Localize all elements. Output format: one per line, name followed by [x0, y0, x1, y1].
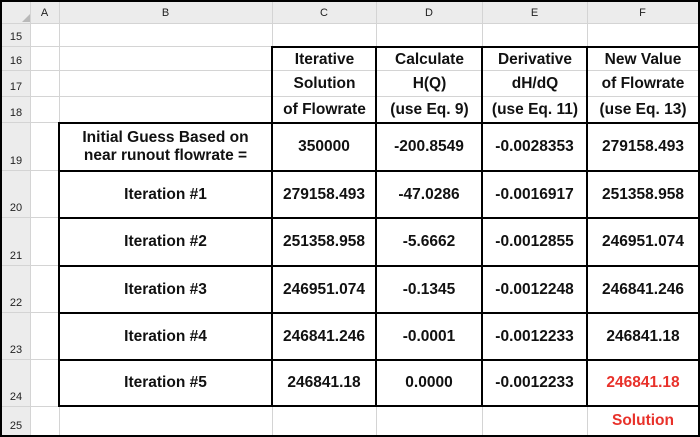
- cell-c21[interactable]: 251358.958: [283, 233, 365, 251]
- row-label-iteration-1[interactable]: Iteration #1: [124, 185, 207, 203]
- table-border: [59, 405, 698, 407]
- column-header-f[interactable]: F: [639, 6, 646, 19]
- cell-e19[interactable]: -0.0028353: [495, 138, 574, 156]
- row-header-24[interactable]: 24: [9, 391, 23, 403]
- header-c-line3[interactable]: of Flowrate: [283, 100, 366, 118]
- column-header-bar: [2, 2, 698, 23]
- table-border: [59, 265, 698, 267]
- header-e-line1[interactable]: Derivative: [497, 50, 573, 68]
- table-border: [59, 359, 698, 361]
- table-border: [59, 122, 698, 124]
- header-d-line3[interactable]: (use Eq. 9): [390, 100, 469, 118]
- cell-c24[interactable]: 246841.18: [287, 374, 361, 392]
- header-e-line3[interactable]: (use Eq. 11): [491, 100, 579, 118]
- cell-e22[interactable]: -0.0012248: [495, 280, 574, 298]
- cell-f19[interactable]: 279158.493: [602, 138, 684, 156]
- cell-c20[interactable]: 279158.493: [283, 185, 365, 203]
- cell-c23[interactable]: 246841.246: [283, 327, 365, 345]
- cell-d21[interactable]: -5.6662: [402, 233, 456, 251]
- column-header-b[interactable]: B: [161, 6, 170, 19]
- header-e-line2[interactable]: dH/dQ: [511, 74, 559, 92]
- cell-f23[interactable]: 246841.18: [606, 327, 680, 345]
- row-label-iteration-3[interactable]: Iteration #3: [124, 280, 207, 298]
- table-border: [271, 46, 273, 407]
- row-label-iteration-4[interactable]: Iteration #4: [124, 327, 207, 345]
- column-header-c[interactable]: C: [320, 6, 328, 19]
- header-c-line1[interactable]: Iterative: [294, 50, 355, 68]
- row-header-21[interactable]: 21: [9, 250, 23, 262]
- cell-d19[interactable]: -200.8549: [394, 138, 464, 156]
- cell-e24[interactable]: -0.0012233: [495, 374, 574, 392]
- table-border: [59, 312, 698, 314]
- row-header-bar: [2, 2, 30, 435]
- row-label-iteration-2[interactable]: Iteration #2: [124, 233, 207, 251]
- table-border: [59, 217, 698, 219]
- gridline: [2, 70, 698, 71]
- header-f-line1[interactable]: New Value: [604, 50, 682, 68]
- solution-label[interactable]: Solution: [612, 412, 674, 430]
- header-c-line2[interactable]: Solution: [293, 74, 356, 92]
- row-label-line2: near runout flowrate =: [83, 147, 248, 164]
- cell-e20[interactable]: -0.0016917: [495, 185, 574, 203]
- cell-c19[interactable]: 350000: [298, 138, 350, 156]
- row-header-16[interactable]: 16: [9, 55, 23, 67]
- row-header-15[interactable]: 15: [9, 31, 23, 43]
- table-border: [481, 46, 483, 407]
- gridline: [2, 96, 698, 97]
- header-d-line2[interactable]: H(Q): [412, 74, 447, 92]
- select-all-corner[interactable]: [22, 14, 30, 22]
- row-header-19[interactable]: 19: [9, 155, 23, 167]
- table-border: [59, 170, 698, 172]
- row-label-line1: Initial Guess Based on: [82, 129, 249, 147]
- row-label-initial-guess[interactable]: Initial Guess Based on near runout flowr…: [60, 124, 271, 170]
- column-header-e[interactable]: E: [530, 6, 539, 19]
- cell-f24-final-value[interactable]: 246841.18: [606, 374, 680, 392]
- cell-e21[interactable]: -0.0012855: [495, 233, 574, 251]
- cell-f21[interactable]: 246951.074: [602, 233, 684, 251]
- row-header-18[interactable]: 18: [9, 107, 23, 119]
- column-header-d[interactable]: D: [425, 6, 433, 19]
- table-border: [375, 46, 377, 407]
- cell-d20[interactable]: -47.0286: [398, 185, 460, 203]
- table-border: [586, 46, 588, 407]
- row-label-iteration-5[interactable]: Iteration #5: [124, 374, 207, 392]
- cell-d24[interactable]: 0.0000: [405, 374, 453, 392]
- cell-c22[interactable]: 246951.074: [283, 280, 365, 298]
- row-header-20[interactable]: 20: [9, 202, 23, 214]
- row-header-25[interactable]: 25: [9, 420, 23, 432]
- cell-d23[interactable]: -0.0001: [402, 327, 456, 345]
- row-header-22[interactable]: 22: [9, 297, 23, 309]
- table-border: [272, 46, 698, 48]
- header-f-line2[interactable]: of Flowrate: [601, 74, 685, 92]
- header-d-line1[interactable]: Calculate: [395, 50, 464, 68]
- cell-f20[interactable]: 251358.958: [602, 185, 684, 203]
- header-f-line3[interactable]: (use Eq. 13): [599, 100, 687, 118]
- table-border: [58, 122, 60, 407]
- column-header-a[interactable]: A: [40, 6, 49, 19]
- cell-f22[interactable]: 246841.246: [602, 280, 684, 298]
- cell-d22[interactable]: -0.1345: [402, 280, 456, 298]
- gridline: [2, 23, 698, 24]
- cell-e23[interactable]: -0.0012233: [495, 327, 574, 345]
- gridline: [30, 2, 31, 435]
- row-header-17[interactable]: 17: [9, 81, 23, 93]
- row-header-23[interactable]: 23: [9, 344, 23, 356]
